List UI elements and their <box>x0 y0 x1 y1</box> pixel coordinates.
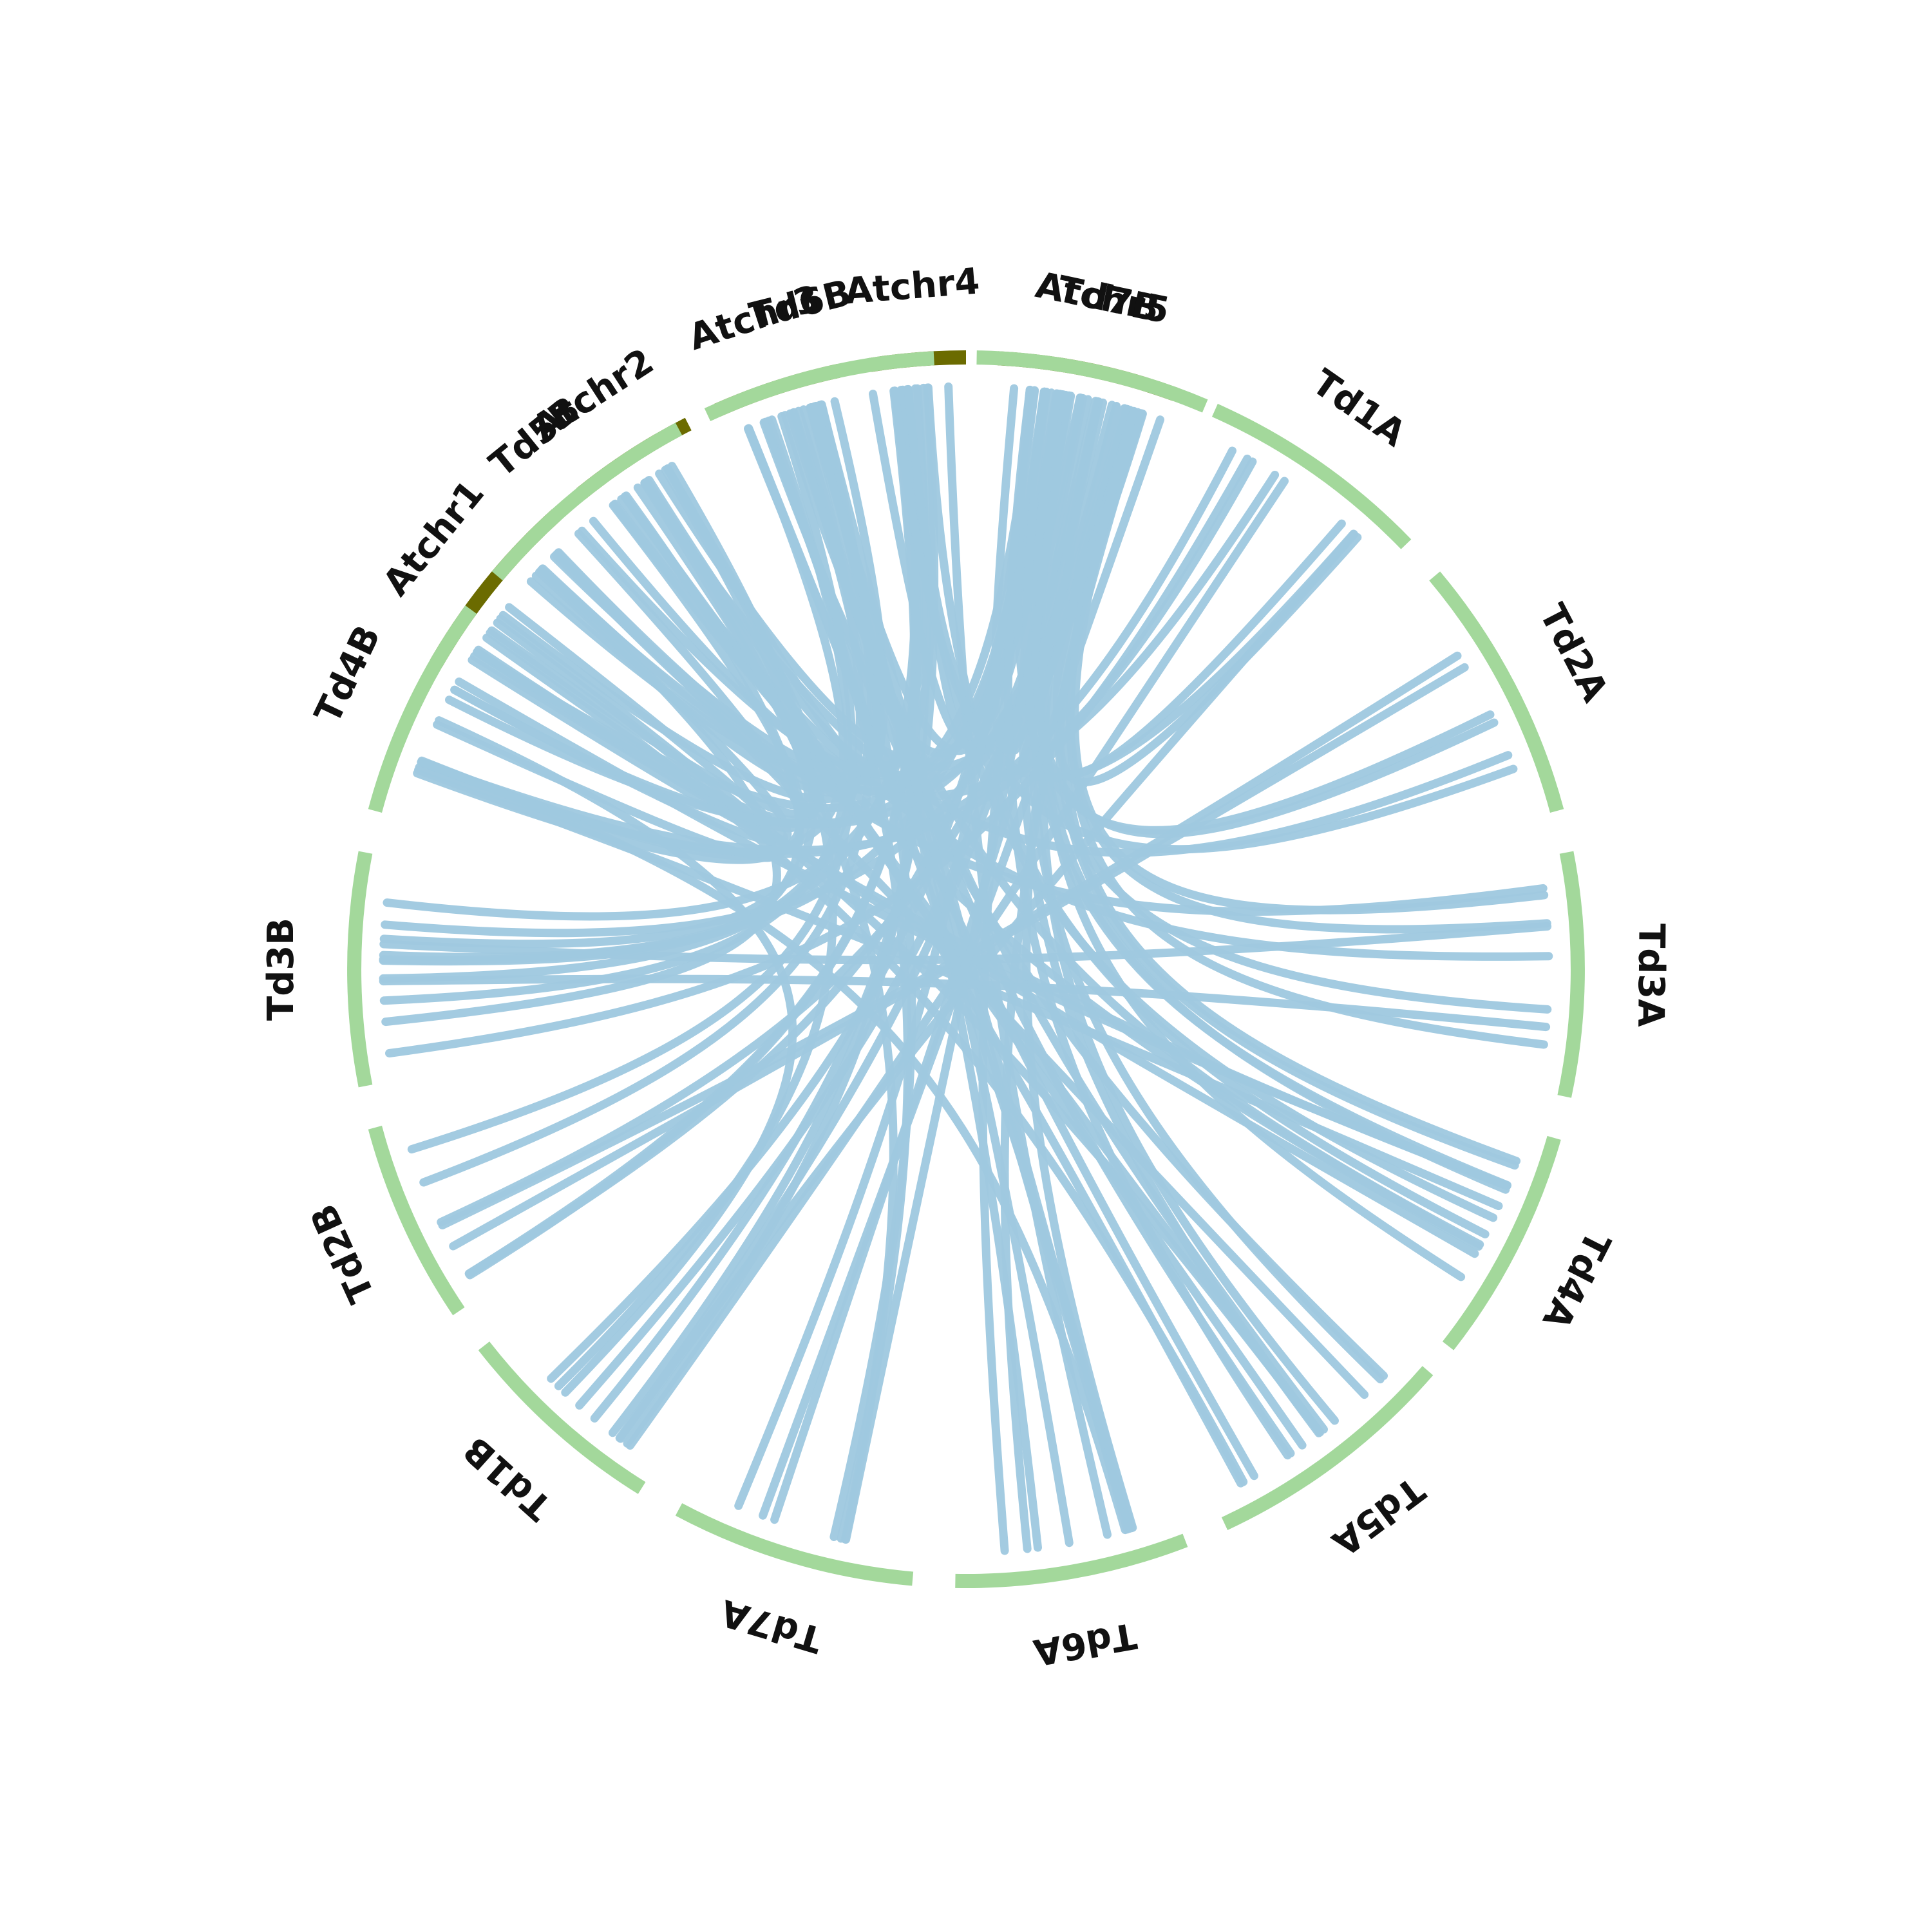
segment-Td1B <box>478 1341 646 1494</box>
link-Td6A-Td4B-1 <box>417 757 1130 1535</box>
segment-label-Td7A: Td7A <box>715 1591 827 1660</box>
segment-Td7B <box>976 350 1208 413</box>
link-Td1B-Td4B-1 <box>435 716 797 1397</box>
segment-label-Td4A: Td4A <box>1534 1224 1618 1336</box>
segment-Td5B <box>491 422 683 581</box>
link-Td2A-Td6B-1 <box>890 386 1518 854</box>
segment-Td3B <box>347 851 373 1088</box>
segment-label-Atchr4: Atchr4 <box>843 260 981 312</box>
link-Td7A-Td7B-1 <box>759 415 1164 1520</box>
segment-Td5A <box>1221 1366 1434 1530</box>
segment-Td4B <box>368 605 477 813</box>
link-Td7A-Td7B-2 <box>734 386 1039 1510</box>
segment-Td6B <box>704 351 934 421</box>
segment-Td1A <box>1211 404 1412 549</box>
link-Td1B-Td5B-1 <box>554 466 837 1390</box>
segment-label-Td5A: Td5A <box>1324 1468 1432 1564</box>
segment-Td4A <box>1442 1135 1561 1350</box>
link-Td7A-Td5B-1 <box>640 478 898 1544</box>
segment-label-Td4B: Td4B <box>307 619 390 730</box>
link-Td4A-Td7B-2 <box>1023 388 1511 1189</box>
link-Td2B-Td6B-1 <box>407 412 857 1154</box>
segment-Td2B <box>368 1126 465 1316</box>
segment-label-Td1A: Td1A <box>1305 361 1414 455</box>
segment-Td2A <box>1429 571 1564 813</box>
link-Atchr5-Td1A-1 <box>1029 392 1346 779</box>
segment-label-Td3A: Td3A <box>1629 923 1672 1028</box>
link-Td1A-Td1B-2 <box>616 530 1358 1443</box>
segment-Td6A <box>955 1533 1188 1589</box>
segment-label-Td2A: Td2A <box>1531 598 1616 709</box>
segment-label-Td2B: Td2B <box>303 1198 383 1309</box>
segment-Td7A <box>675 1503 914 1586</box>
link-Td6A-Td6B-2 <box>744 424 1136 1533</box>
segment-label-Td5B: Td5B <box>482 388 588 486</box>
segments-layer <box>347 350 1585 1589</box>
link-Td4A-Td7B-1 <box>1059 402 1521 1166</box>
segment-label-Td1B: Td1B <box>455 1428 560 1528</box>
links-layer <box>379 382 1553 1555</box>
segment-label-Atchr1: Atchr1 <box>375 473 493 604</box>
segment-label-Td7B: Td7B <box>1054 268 1163 330</box>
link-Atchr5-Td4A-3 <box>1041 395 1466 1282</box>
segment-label-Td6A: Td6A <box>1030 1614 1139 1673</box>
segment-Td3A <box>1557 851 1585 1098</box>
segment-label-Td3B: Td3B <box>260 918 302 1021</box>
